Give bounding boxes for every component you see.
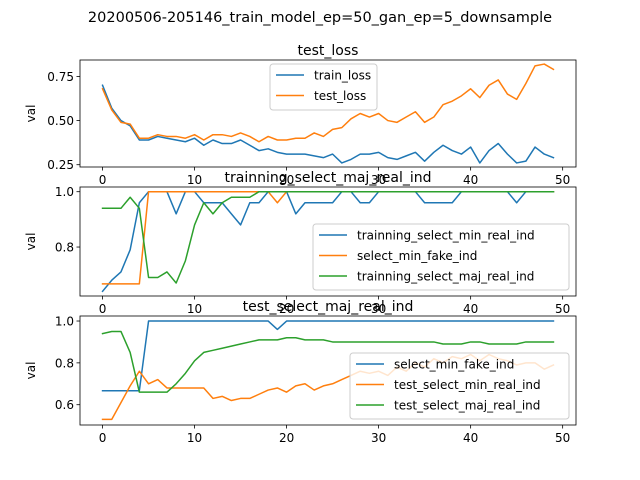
series-line-train-loss xyxy=(101,84,555,164)
legend-entry-label: trainning_select_min_real_ind xyxy=(357,229,535,243)
legend-entry-label: select_min_fake_ind xyxy=(357,249,477,263)
series-line-test-loss xyxy=(101,63,555,143)
y-tick-label: 0.75 xyxy=(47,70,74,84)
y-tick-label: 0.50 xyxy=(47,114,74,128)
figure-suptitle: 20200506-205146_train_model_ep=50_gan_ep… xyxy=(88,10,552,26)
legend-entry-label: test_loss xyxy=(314,89,366,103)
x-tick-label: 40 xyxy=(463,431,478,445)
legend-entry-label: test_select_maj_real_ind xyxy=(394,399,540,413)
legend: train_loss test_loss xyxy=(269,63,378,111)
y-axis-label: val xyxy=(24,105,38,123)
x-tick-label: 30 xyxy=(371,302,386,316)
chart-title: trainning_select_maj_real_ind xyxy=(225,170,432,186)
chart-title: test_select_maj_real_ind xyxy=(243,299,414,315)
x-tick-label: 20 xyxy=(279,302,294,316)
legend-box xyxy=(312,223,570,291)
x-tick-label: 0 xyxy=(99,302,107,316)
x-tick-label: 10 xyxy=(187,173,202,187)
legend-entry-label: test_select_min_real_ind xyxy=(394,378,541,392)
y-tick-label: 0.6 xyxy=(55,398,74,412)
x-tick-label: 40 xyxy=(463,302,478,316)
legend: trainning_select_min_real_ind select_min_… xyxy=(312,223,570,291)
x-tick-label: 50 xyxy=(555,431,570,445)
series-line-test-select-maj-real-ind xyxy=(101,330,555,393)
axes-frame xyxy=(79,315,577,426)
y-tick-label: 1.0 xyxy=(55,185,74,199)
x-tick-label: 50 xyxy=(555,302,570,316)
x-tick-label: 20 xyxy=(279,431,294,445)
y-axis-label: val xyxy=(24,362,38,380)
legend-box xyxy=(349,352,570,420)
y-tick-label: 0.8 xyxy=(55,356,74,370)
legend-entry-label: select_min_fake_ind xyxy=(394,358,514,372)
legend: select_min_fake_ind test_select_min_real_… xyxy=(349,352,570,420)
x-tick-label: 20 xyxy=(279,173,294,187)
x-tick-label: 10 xyxy=(187,431,202,445)
y-axis-label: val xyxy=(24,233,38,251)
x-tick-label: 30 xyxy=(371,173,386,187)
series-line-select-min-fake-ind xyxy=(101,320,555,392)
legend-entry-label: train_loss xyxy=(314,69,371,83)
legend-entry-label: trainning_select_maj_real_ind xyxy=(357,270,534,284)
x-tick-label: 30 xyxy=(371,431,386,445)
x-tick-label: 40 xyxy=(463,173,478,187)
axes-frame xyxy=(79,186,577,297)
x-tick-label: 0 xyxy=(99,431,107,445)
x-tick-label: 0 xyxy=(99,173,107,187)
series-line-trainning-select-maj-real-ind xyxy=(101,190,555,284)
y-tick-label: 0.25 xyxy=(47,158,74,172)
x-tick-label: 50 xyxy=(555,173,570,187)
axes-frame xyxy=(79,59,577,168)
y-tick-label: 0.8 xyxy=(55,241,74,255)
chart-title: test_loss xyxy=(298,43,359,59)
y-tick-label: 1.0 xyxy=(55,315,74,329)
x-tick-label: 10 xyxy=(187,302,202,316)
